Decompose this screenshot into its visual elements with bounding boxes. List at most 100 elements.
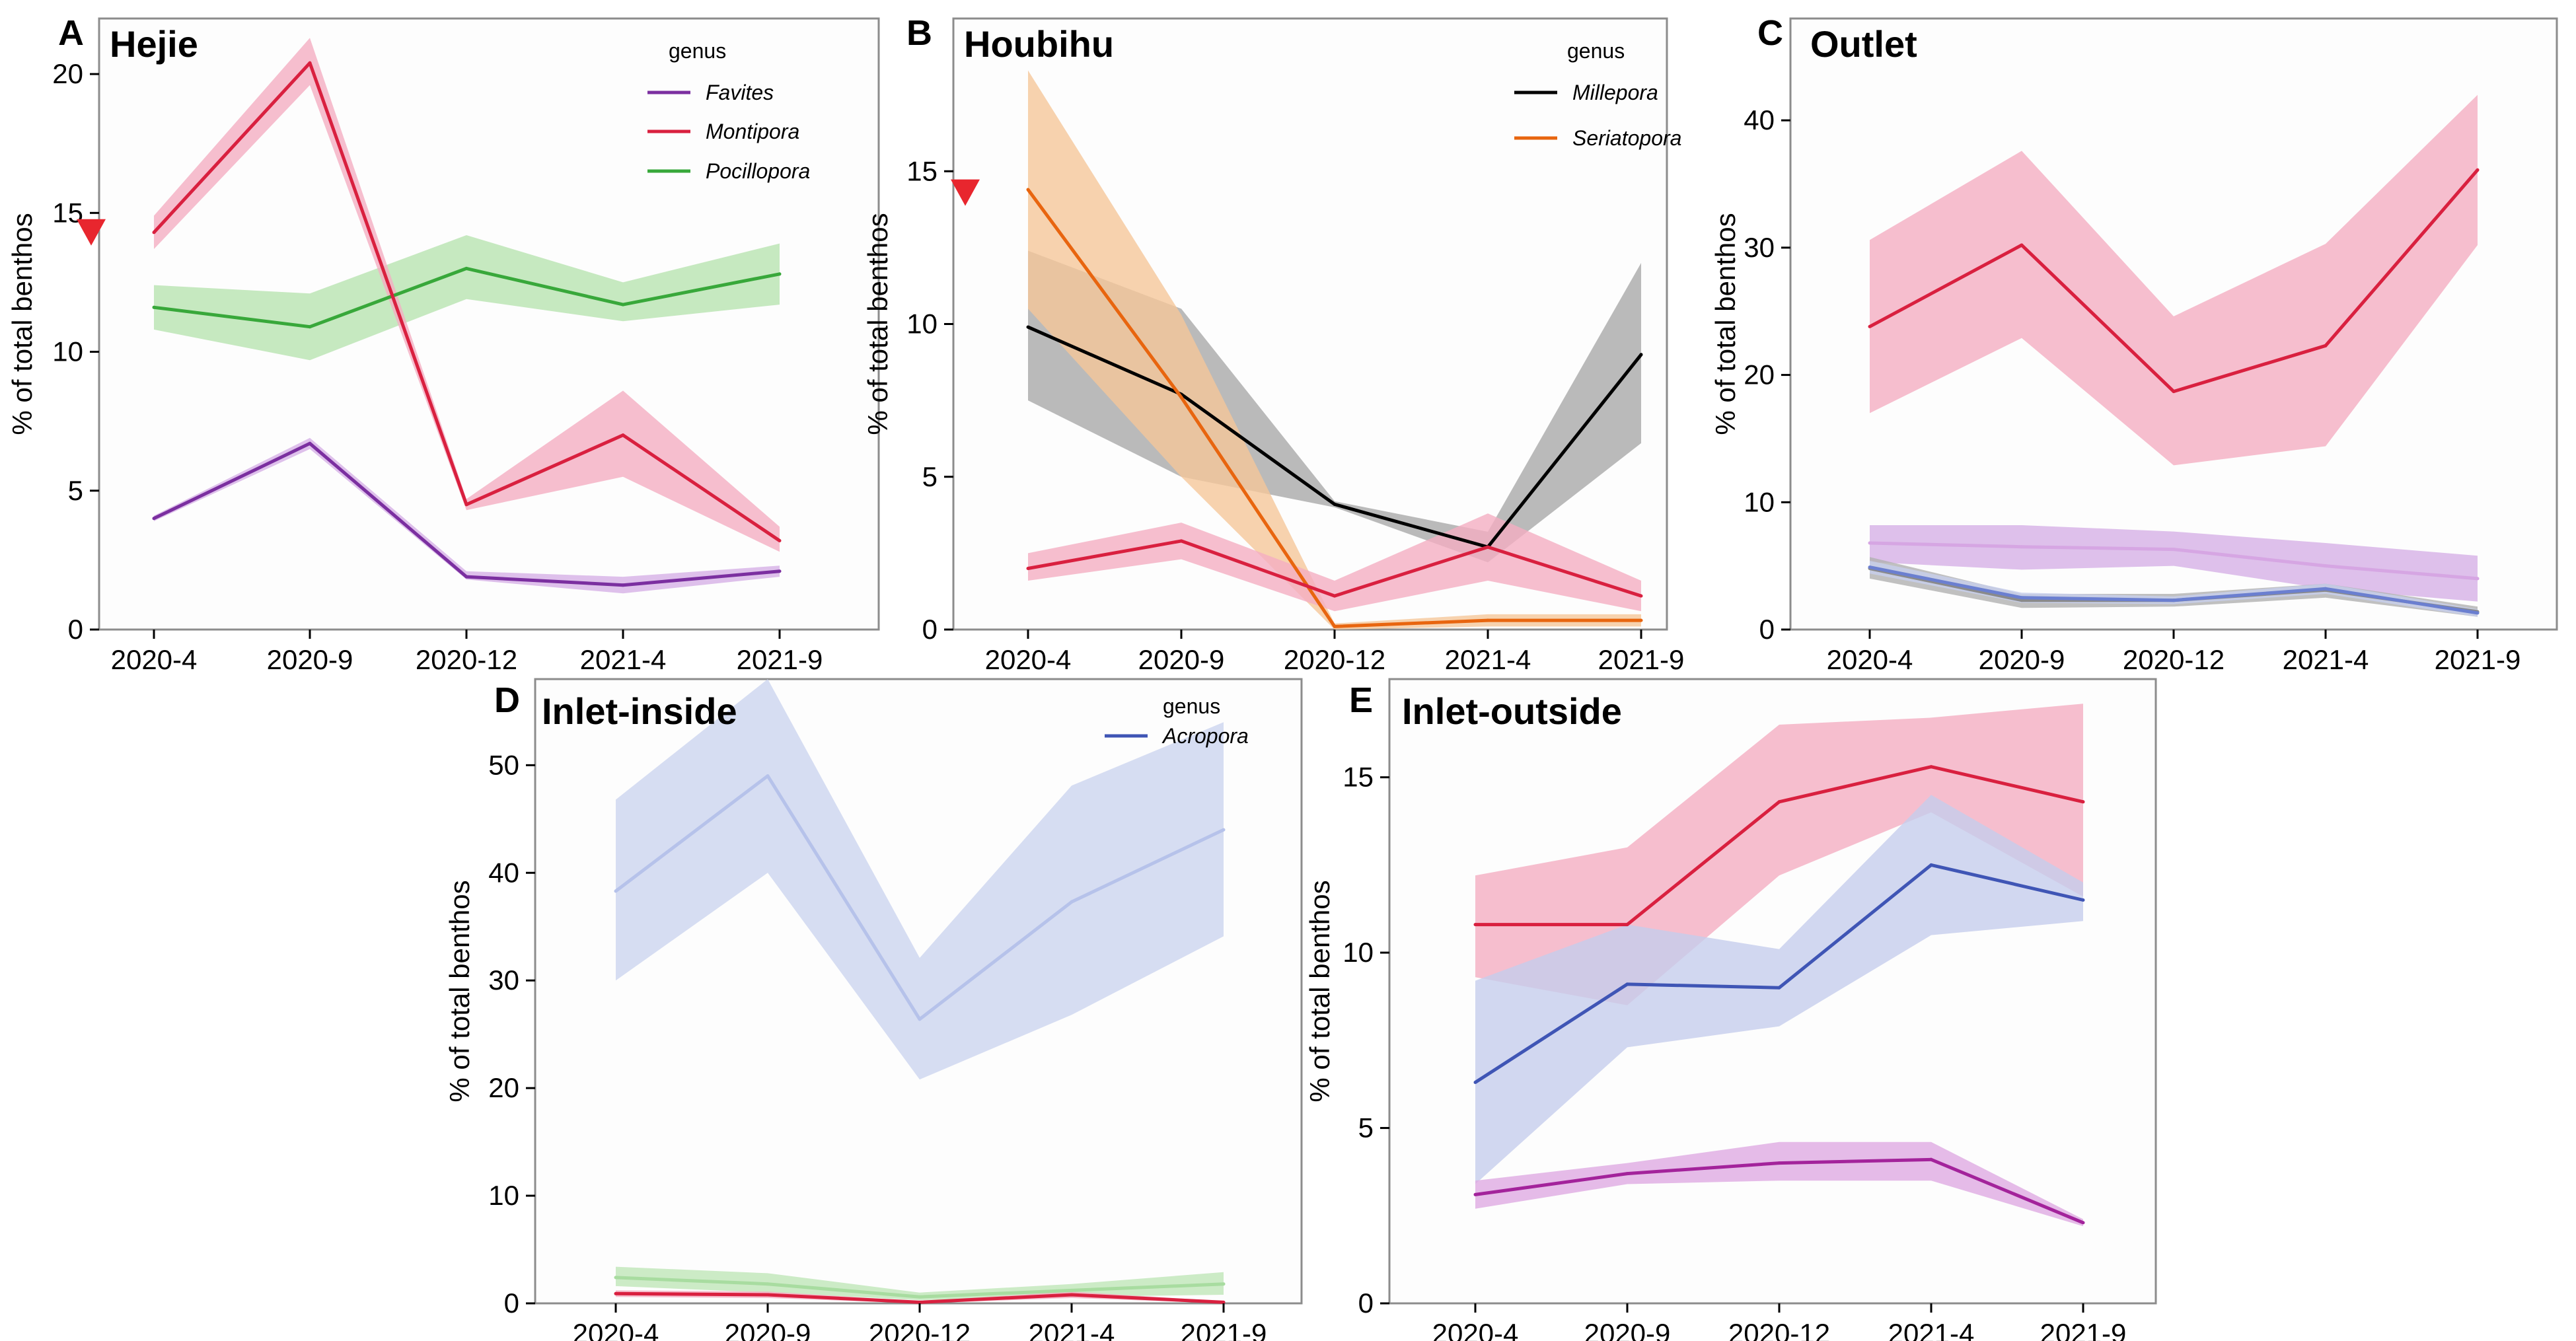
panel-d-xtick-label-2020-9: 2020-9 [725,1318,811,1341]
panel-a-xtick-label-2021-4: 2021-4 [580,644,667,675]
panel-c-xtick-label-2021-9: 2021-9 [2435,644,2521,675]
panel-b-point-montipora-2020-9 [1179,539,1183,543]
panel-b-point-millepora-2020-4 [1026,325,1030,329]
panel-b-point-seriatopora-2020-4 [1026,188,1030,192]
panel-d-legend-label-acropora: Acropora [1161,724,1249,748]
panel-a-hejie: 0 5 10 15 20 2020-4 2020-9 2020-12 2021-4 2021-9%… [7,13,880,675]
panel-b-bands [1028,70,1641,630]
panel-d-point-montipora-2020-4 [614,1291,618,1295]
panel-b-legend-label-seriatopora: Seriatopora [1572,126,1681,150]
panel-a-title: Hejie [110,23,198,65]
panel-a-point-montipora-2020-12 [464,503,468,507]
panel-c-letter: C [1757,13,1783,53]
panel-b-y-axis-label: % of total benthos [862,213,893,435]
panel-e-point-acropora-2020-12 [1777,986,1781,990]
panel-e-band-favites [1475,1142,2083,1227]
panel-e-xtick-label-2020-12: 2020-12 [1728,1318,1830,1341]
panel-d-letter: D [494,680,520,720]
panel-d-point-pocillopora-2021-9 [1222,1282,1226,1286]
panel-e-point-acropora-2020-4 [1473,1081,1477,1084]
panel-b-point-montipora-2021-9 [1639,594,1643,598]
panel-b-houbihu: 0 5 10 15 2020-4 2020-9 2020-12 2021-4 2021-9 % o… [862,13,1684,675]
panel-d-legend-title: genus [1163,694,1220,718]
panel-b-axes: 0 5 10 15 2020-4 2020-9 2020-12 2021-4 2021-9 % o… [862,155,1684,675]
panel-a-point-favites-2020-12 [464,575,468,579]
panel-a-axes: 0 5 10 15 20 2020-4 2020-9 2020-12 2021-4 2021-9%… [7,58,823,675]
panel-d-title: Inlet-inside [542,690,737,732]
panel-e-ytick-label-15: 15 [1343,762,1374,793]
panel-d-ytick-label-30: 30 [488,964,519,996]
panel-a-point-favites-2021-9 [778,569,782,573]
panel-e-point-montipora-2020-9 [1625,923,1629,927]
panel-d-legend: genus Acropora [1105,694,1249,748]
panel-e-band-acropora [1475,795,2083,1184]
panel-b-xtick-label-2020-12: 2020-12 [1284,644,1385,675]
panel-c-point-montipora-2021-9 [2476,168,2480,172]
panel-a-point-favites-2020-4 [152,517,156,521]
panel-d-point-pocillopora-2020-12 [918,1295,922,1299]
panel-c-ytick-label-20: 20 [1744,359,1775,390]
panel-b-marker [951,179,980,206]
panel-b-point-millepora-2020-12 [1333,502,1337,506]
panel-d-ytick-label-40: 40 [488,857,519,888]
panel-b-ytick-label-10: 10 [906,308,938,340]
panel-c-ytick-label-0: 0 [1759,614,1775,645]
panel-b-band-seriatopora [1028,70,1641,630]
panel-c-ytick-label-30: 30 [1744,232,1775,263]
panel-a-point-pocillopora-2020-4 [152,305,156,309]
panel-a-xtick-label-2020-12: 2020-12 [416,644,517,675]
panel-d-ytick-label-0: 0 [504,1287,519,1319]
panel-b-point-millepora-2021-9 [1639,353,1643,357]
panel-c-ytick-label-40: 40 [1744,104,1775,135]
panel-e-y-axis-label: % of total benthos [1304,880,1335,1102]
panel-a-point-pocillopora-2020-12 [464,266,468,270]
panel-c-point-favites-2020-12 [2172,548,2176,552]
panel-e-point-acropora-2021-4 [1929,863,1933,867]
panel-c-band-favites [1870,525,2478,602]
panel-b-legend: genus Millepora Seriatopora [1514,39,1681,150]
panel-b-xtick-label-2021-4: 2021-4 [1445,644,1531,675]
panel-e-inlet-outside: 0 5 10 15 2020-4 2020-9 2020-12 2021-4 2021-9 % o… [1304,678,2157,1341]
panel-a-band-montipora [154,38,780,552]
panel-e-ytick-label-0: 0 [1358,1287,1374,1319]
panel-e-point-favites-2020-4 [1473,1192,1477,1196]
panel-a-point-montipora-2020-4 [152,231,156,235]
panel-a-point-montipora-2021-4 [621,433,625,437]
panel-b-point-seriatopora-2020-9 [1179,396,1183,399]
panel-d-xtick-label-2020-12: 2020-12 [869,1318,971,1341]
panel-b-xtick-label-2020-9: 2020-9 [1138,644,1225,675]
panel-a-point-montipora-2021-9 [778,539,782,542]
panel-d-point-montipora-2021-9 [1222,1300,1226,1304]
panel-e-ytick-label-10: 10 [1343,937,1374,968]
panel-c-ytick-label-10: 10 [1744,486,1775,517]
panel-b-disturbance-marker-icon [951,179,980,206]
panel-a-legend: genus Favites Montipora Pocillopora [647,39,810,183]
panel-d-xtick-label-2020-4: 2020-4 [573,1318,659,1341]
panel-b-point-montipora-2021-4 [1486,545,1490,549]
panel-e-lines [1473,765,2085,1225]
panel-b-band-montipora [1028,513,1641,612]
panel-a-point-pocillopora-2020-9 [308,325,312,329]
panel-e-xtick-label-2021-9: 2021-9 [2040,1318,2127,1341]
panel-c-point-favites-2020-4 [1868,541,1872,545]
panel-a-point-favites-2021-4 [621,583,625,587]
panel-a-legend-label-montipora: Montipora [706,120,799,143]
panel-c-point-acropora-2021-9 [2476,611,2480,615]
panel-c-lines [1868,168,2480,615]
panel-a-legend-title: genus [669,39,726,63]
panel-d-point-montipora-2021-4 [1070,1293,1074,1297]
panel-b-ytick-label-15: 15 [906,155,938,186]
panel-c-band-montipora [1870,94,2478,466]
panel-e-point-favites-2020-9 [1625,1172,1629,1176]
panel-e-point-montipora-2020-4 [1473,923,1477,927]
panel-e-point-favites-2020-12 [1777,1161,1781,1165]
panel-a-legend-label-favites: Favites [706,81,774,104]
panel-e-bands [1475,704,2083,1227]
panel-b-point-montipora-2020-4 [1026,567,1030,570]
panel-b-point-montipora-2020-12 [1333,594,1337,598]
panel-e-xtick-label-2020-4: 2020-4 [1432,1318,1519,1341]
panel-a-point-favites-2020-9 [308,441,312,445]
panel-a-legend-label-pocillopora: Pocillopora [706,159,810,183]
panel-c-point-favites-2021-4 [2324,564,2328,568]
